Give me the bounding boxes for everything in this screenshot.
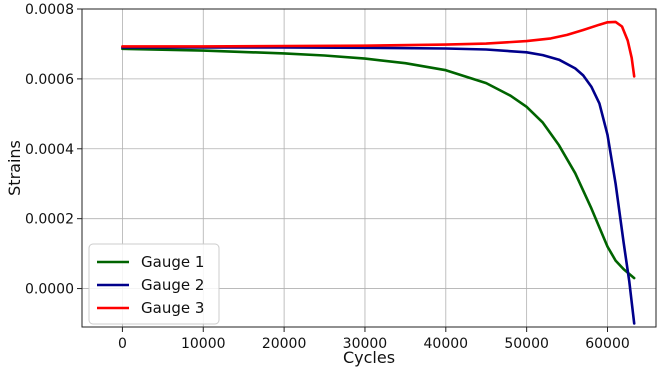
legend-box	[88, 243, 220, 325]
series-line-gauge-2	[121, 46, 636, 325]
y-tick-label: 0.0004	[25, 142, 74, 158]
x-tick-label: 40000	[424, 336, 469, 352]
x-axis-label: Cycles	[343, 348, 395, 367]
x-tick-label: 50000	[504, 336, 549, 352]
legend-label-gauge-1: Gauge 1	[141, 253, 204, 271]
x-axis-ticks: 0 10000 20000 30000 40000 50000 60000	[118, 327, 630, 352]
y-tick-label: 0.0002	[25, 212, 74, 228]
plot-frame	[81, 8, 657, 328]
y-tick-label: 0.0006	[25, 72, 74, 88]
legend-label-gauge-2: Gauge 2	[141, 276, 204, 294]
x-tick-label: 0	[118, 336, 127, 352]
x-tick-label: 30000	[343, 336, 388, 352]
legend-label-gauge-3: Gauge 3	[141, 299, 204, 317]
y-tick-label: 0.0008	[25, 2, 74, 18]
series-line-gauge-3	[121, 20, 636, 78]
x-tick-label: 20000	[262, 336, 307, 352]
series-layer	[121, 20, 636, 325]
series-line-gauge-1	[121, 47, 636, 280]
legend: Gauge 1 Gauge 2 Gauge 3	[88, 243, 220, 325]
y-tick-label: 0.0000	[25, 282, 74, 298]
x-tick-label: 10000	[181, 336, 226, 352]
y-axis-label: Strains	[5, 140, 24, 196]
x-tick-label: 60000	[585, 336, 630, 352]
y-axis-ticks: 0.0000 0.0002 0.0004 0.0006 0.0008	[25, 2, 82, 298]
